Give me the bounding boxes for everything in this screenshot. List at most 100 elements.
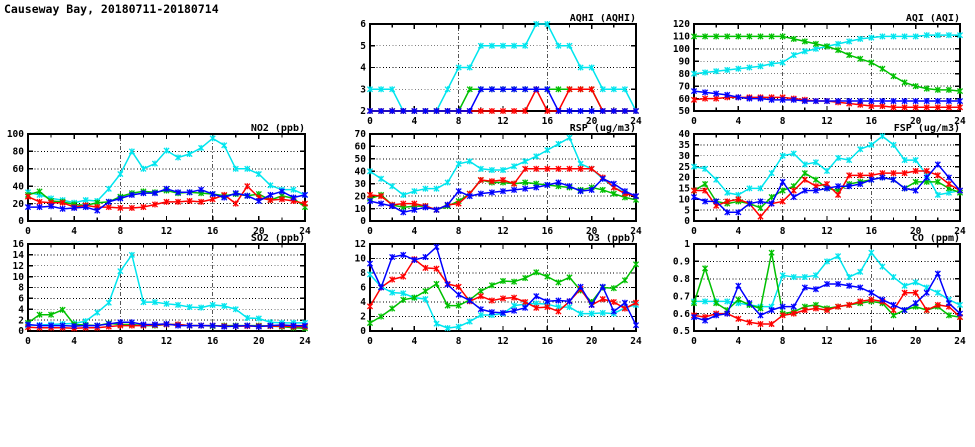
series-marker <box>566 134 573 141</box>
y-tick-label: 10 <box>679 194 691 205</box>
series-marker <box>422 253 429 261</box>
y-tick-label: 16 <box>13 239 25 250</box>
y-tick-label: 10 <box>355 204 367 215</box>
series-marker <box>879 174 886 181</box>
series-marker <box>466 107 473 115</box>
series-marker <box>577 188 584 195</box>
series-marker <box>422 264 429 271</box>
y-tick-label: 70 <box>679 81 691 92</box>
y-tick-label: 0.9 <box>673 257 690 268</box>
plot-co: 0.5 0.6 0.7 0.8 0.9 1 0 4 8 12 16 20 24 CO (ppm) <box>673 234 966 347</box>
series-marker <box>400 290 407 297</box>
series-marker <box>378 284 385 291</box>
series-marker <box>71 204 78 212</box>
series-marker <box>221 142 228 149</box>
series-marker <box>232 323 239 330</box>
series-marker <box>477 190 484 197</box>
series-marker <box>366 86 374 93</box>
series-marker <box>128 251 135 258</box>
series-marker <box>533 184 540 191</box>
series-marker <box>801 187 808 194</box>
series-marker <box>901 157 908 164</box>
series-marker <box>466 158 473 165</box>
series-marker <box>555 86 562 93</box>
series-marker <box>117 319 124 326</box>
series-marker <box>956 310 964 317</box>
series-marker <box>724 33 731 40</box>
series-marker <box>255 323 262 330</box>
x-tick-label: 12 <box>497 116 508 127</box>
series-marker <box>801 48 808 55</box>
series-marker <box>912 104 919 111</box>
x-tick-label: 0 <box>25 336 31 347</box>
x-tick-label: 0 <box>367 226 373 237</box>
y-tick-label: 0 <box>684 216 690 227</box>
series-marker <box>735 282 742 289</box>
series-marker <box>444 302 451 309</box>
panel-rsp: 0 10 20 30 40 50 60 70 0 4 8 12 16 20 24 RSP (ug/m3) <box>330 124 658 243</box>
series-marker <box>812 97 819 105</box>
series-marker <box>378 175 385 182</box>
series-marker <box>790 303 797 310</box>
series-marker <box>198 304 205 311</box>
series-marker <box>488 282 495 289</box>
series-marker <box>511 278 518 285</box>
x-tick-label: 20 <box>910 336 922 347</box>
x-tick-label: 24 <box>630 226 642 237</box>
series-marker <box>24 204 32 211</box>
series-marker <box>186 150 193 158</box>
series-marker <box>174 154 182 161</box>
series-marker <box>128 191 135 198</box>
series-marker <box>499 107 507 115</box>
series-marker <box>801 284 808 291</box>
series-marker <box>632 299 640 306</box>
series-marker <box>599 107 606 115</box>
series-marker <box>140 204 147 211</box>
series-marker <box>934 172 941 179</box>
panel-co: 0.5 0.6 0.7 0.8 0.9 1 0 4 8 12 16 20 24 CO (ppm) <box>650 234 975 353</box>
series-marker <box>610 107 617 115</box>
series-marker <box>713 312 720 319</box>
series-marker <box>901 282 908 289</box>
series-marker <box>588 186 595 193</box>
x-tick-label: 24 <box>630 336 642 347</box>
x-tick-label: 12 <box>497 226 508 237</box>
series-marker <box>790 187 797 194</box>
series-marker <box>945 174 952 181</box>
panel-title: NO2 (ppb) <box>251 124 305 134</box>
series-marker <box>522 304 529 311</box>
y-tick-label: 5 <box>360 41 366 52</box>
series-marker <box>835 253 842 260</box>
series-marker <box>511 307 518 314</box>
series-marker <box>24 321 32 328</box>
series-marker <box>221 194 228 201</box>
series-marker <box>499 309 507 316</box>
series-marker <box>702 298 709 305</box>
series-marker <box>934 97 941 105</box>
series-marker <box>544 147 551 154</box>
y-tick-label: 0 <box>18 216 24 227</box>
series-marker <box>890 170 897 177</box>
series-marker <box>555 279 562 286</box>
y-tick-label: 12 <box>13 261 24 272</box>
series-marker <box>209 322 216 329</box>
series-marker <box>455 188 462 195</box>
series-marker <box>868 296 875 303</box>
series-marker <box>757 185 764 192</box>
series-marker <box>713 176 720 183</box>
series-marker <box>455 323 462 330</box>
series-marker <box>209 196 216 203</box>
series-marker <box>779 96 786 103</box>
series-marker <box>444 325 451 332</box>
series-marker <box>378 86 385 93</box>
series-marker <box>577 283 584 290</box>
series-marker <box>433 206 440 213</box>
series-marker <box>511 86 518 93</box>
series-marker <box>48 203 55 210</box>
series-marker <box>879 33 886 40</box>
x-tick-label: 4 <box>411 116 417 127</box>
series-marker <box>690 187 698 194</box>
series-marker <box>768 200 775 207</box>
